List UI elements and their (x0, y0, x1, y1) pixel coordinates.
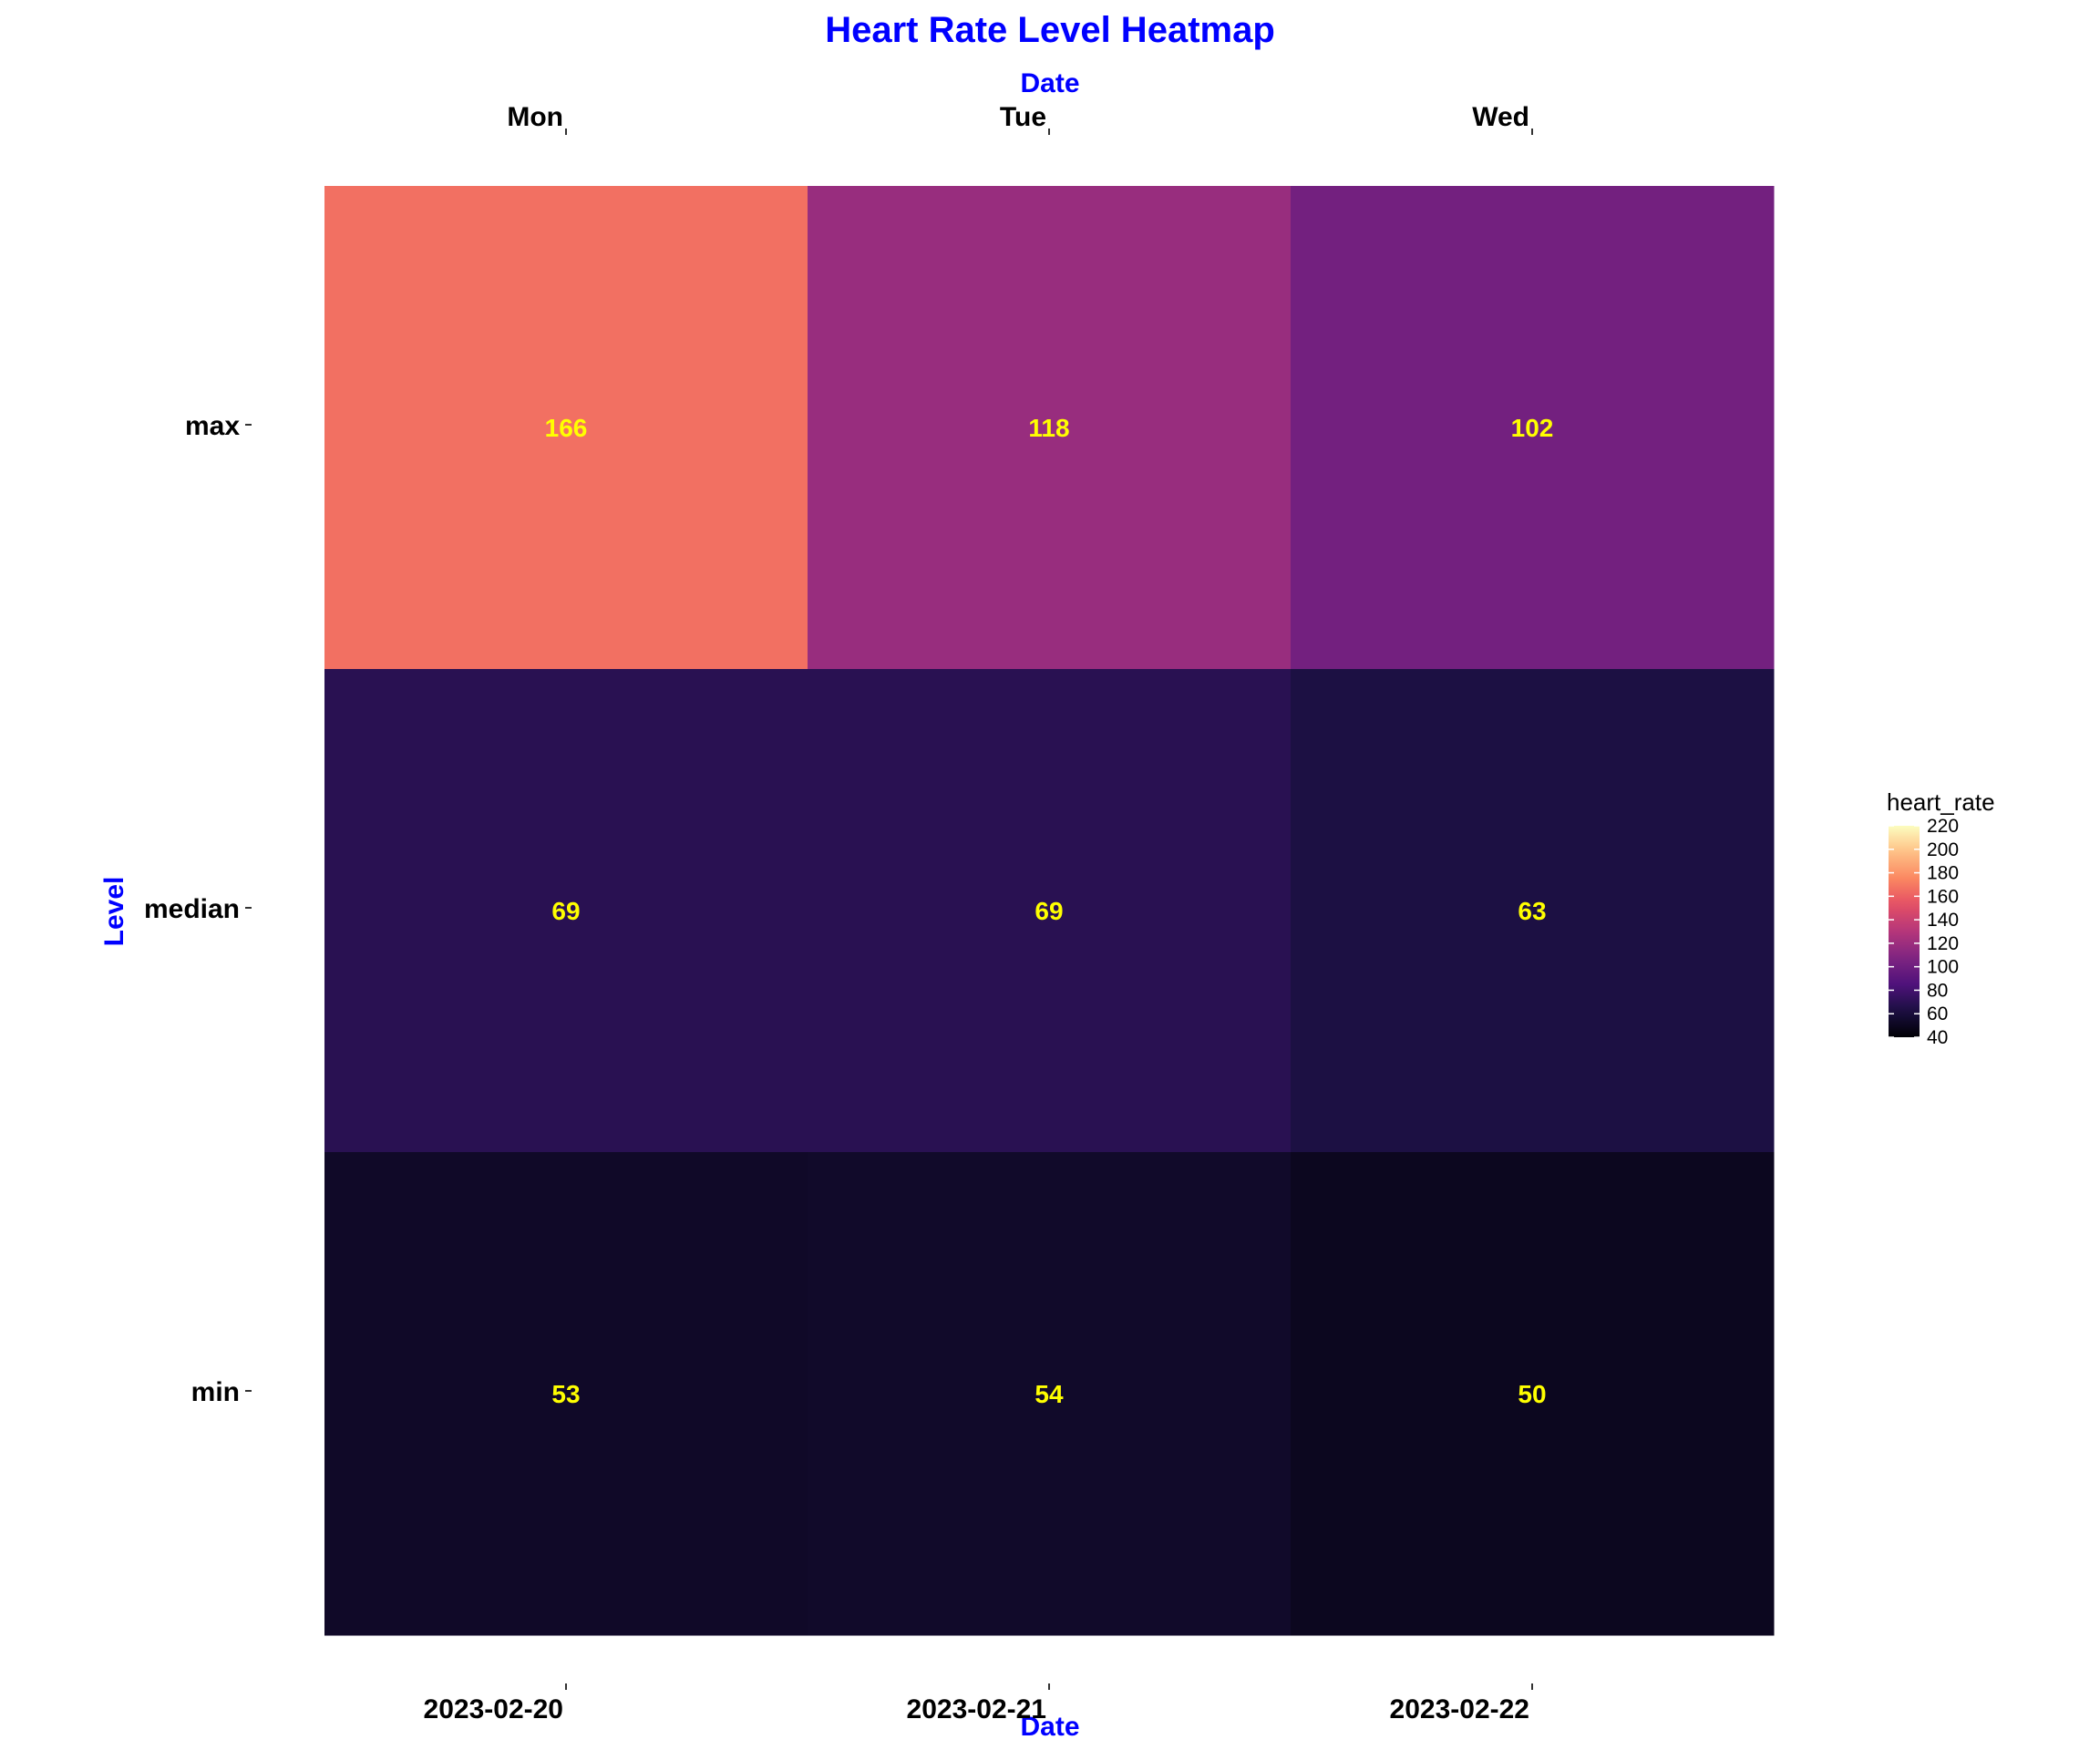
x-axis-top: Mon Tue Wed (507, 102, 1533, 135)
x-tick-label-top: Tue (1000, 102, 1046, 132)
y-axis: max median min (144, 411, 252, 1407)
x-axis-bottom: 2023-02-20 2023-02-21 2023-02-22 (424, 1683, 1533, 1724)
colorbar-tick-label: 80 (1927, 980, 1948, 1001)
heatmap-cells (324, 186, 1775, 1636)
cell-value-label: 118 (1028, 414, 1069, 442)
y-tick-label-min: min (191, 1377, 240, 1407)
y-tick-label-max: max (185, 411, 240, 441)
colorbar-tick-label: 120 (1927, 933, 1959, 954)
heatmap-cell-min-2023-02-22 (1291, 1152, 1775, 1636)
x-tick-label-top: Wed (1472, 102, 1529, 132)
x-tick-label-top: Mon (507, 102, 563, 132)
colorbar-tick-label: 220 (1927, 816, 1959, 837)
cell-value-label: 53 (551, 1380, 580, 1408)
y-axis-title: Level (99, 877, 129, 947)
x-tick-label-bottom: 2023-02-22 (1390, 1694, 1529, 1724)
y-tick-label-median: median (144, 894, 240, 924)
cell-value-label: 166 (545, 414, 588, 442)
x-axis-title-top: Date (1020, 68, 1079, 98)
colorbar-tick-label: 180 (1927, 863, 1959, 884)
colorbar-tick-label: 140 (1927, 910, 1959, 931)
cell-value-label: 50 (1518, 1380, 1546, 1408)
cell-value-label: 69 (551, 897, 580, 925)
heatmap-cell-labels: 166 118 102 69 69 63 53 54 50 (545, 414, 1554, 1408)
heatmap-cell-min-2023-02-20 (324, 1152, 808, 1636)
heatmap-cell-max-2023-02-20 (324, 186, 808, 670)
colorbar-tick-label: 160 (1927, 886, 1959, 907)
x-tick-label-bottom: 2023-02-21 (907, 1694, 1046, 1724)
colorbar-title: heart_rate (1887, 788, 1995, 816)
cell-value-label: 54 (1035, 1380, 1064, 1408)
colorbar-tick-label: 100 (1927, 957, 1959, 978)
colorbar (1889, 826, 1920, 1037)
cell-value-label: 63 (1518, 897, 1546, 925)
colorbar-tick-label: 200 (1927, 839, 1959, 860)
heatmap-cell-max-2023-02-22 (1291, 186, 1775, 670)
heatmap-cell-median-2023-02-22 (1291, 669, 1775, 1153)
chart-title: Heart Rate Level Heatmap (825, 10, 1275, 50)
heatmap-cell-max-2023-02-21 (808, 186, 1292, 670)
heatmap-cell-median-2023-02-20 (324, 669, 808, 1153)
cell-value-label: 69 (1035, 897, 1063, 925)
heatmap-cell-min-2023-02-21 (808, 1152, 1292, 1636)
colorbar-tick-label: 40 (1927, 1027, 1948, 1048)
x-axis-title-bottom: Date (1020, 1712, 1079, 1742)
colorbar-tick-label: 60 (1927, 1004, 1948, 1024)
heatmap-cell-median-2023-02-21 (808, 669, 1292, 1153)
cell-value-label: 102 (1511, 414, 1554, 442)
x-tick-label-bottom: 2023-02-20 (424, 1694, 563, 1724)
